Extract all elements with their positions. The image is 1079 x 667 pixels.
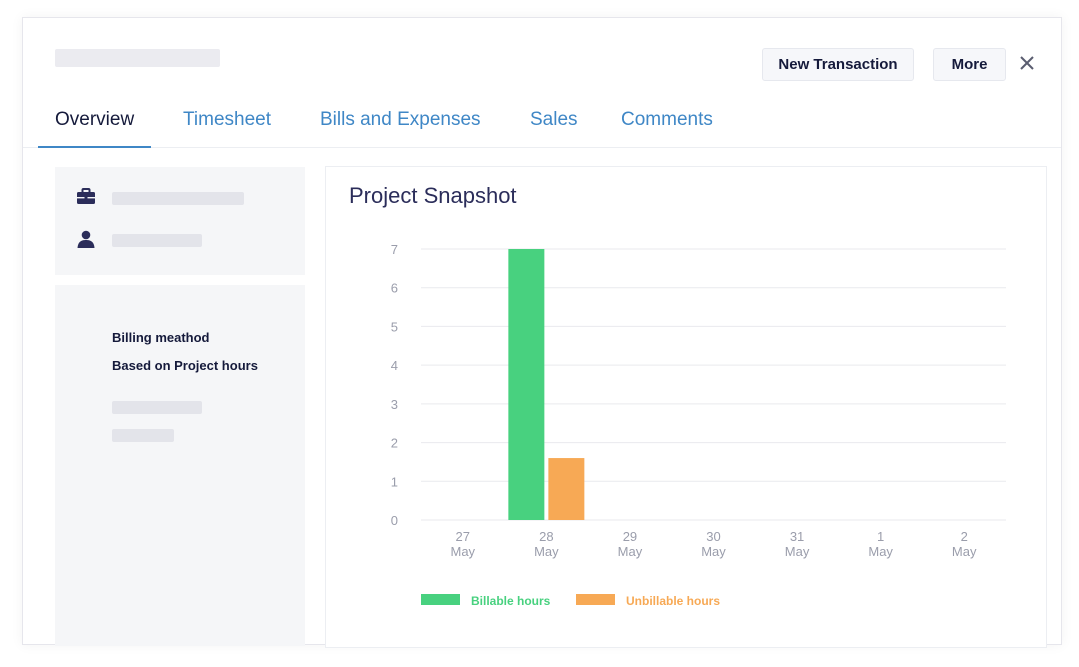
customer-name-placeholder xyxy=(112,192,244,205)
billing-detail-placeholder-2 xyxy=(112,429,174,442)
more-button[interactable]: More xyxy=(933,48,1006,81)
tab-timesheet[interactable]: Timesheet xyxy=(183,109,271,130)
x-tick-label: May xyxy=(785,544,810,559)
x-tick-label: May xyxy=(952,544,977,559)
billing-method-label: Billing meathod xyxy=(112,330,210,345)
legend-swatch-billable xyxy=(421,594,460,605)
project-title-placeholder xyxy=(55,49,220,67)
legend-label-unbillable: Unbillable hours xyxy=(626,594,720,608)
unbillable-bar xyxy=(548,458,585,520)
billing-detail-placeholder xyxy=(112,401,202,414)
legend-swatch-unbillable xyxy=(576,594,615,605)
tab-comments[interactable]: Comments xyxy=(621,109,713,130)
x-tick-label: 29 xyxy=(623,529,637,544)
x-tick-label: 28 xyxy=(539,529,553,544)
x-tick-label: May xyxy=(451,544,476,559)
project-snapshot-panel: Project Snapshot 0 1 2 3 4 5 6 7 27 May 28 May 29 May… xyxy=(325,166,1047,648)
tab-overview[interactable]: Overview xyxy=(38,102,152,148)
y-tick-label: 5 xyxy=(391,319,398,334)
y-tick-label: 6 xyxy=(391,281,398,296)
project-info-box xyxy=(55,167,305,275)
tab-bar: Overview Timesheet Bills and Expenses Sa… xyxy=(23,102,1061,148)
x-tick-label: May xyxy=(868,544,893,559)
briefcase-icon xyxy=(77,188,95,204)
x-tick-label: 2 xyxy=(961,529,968,544)
billing-method-value: Based on Project hours xyxy=(112,358,258,373)
billable-bar xyxy=(508,249,545,520)
snapshot-title: Project Snapshot xyxy=(349,183,517,208)
x-tick-label: 31 xyxy=(790,529,804,544)
project-snapshot-chart: 0123456727May28May29May30May31May1May2Ma… xyxy=(391,242,1006,608)
tab-sales[interactable]: Sales xyxy=(530,109,578,130)
user-icon xyxy=(77,230,95,248)
x-tick-label: May xyxy=(534,544,559,559)
user-name-placeholder xyxy=(112,234,202,247)
new-transaction-button[interactable]: New Transaction xyxy=(762,48,914,81)
x-tick-label: 27 xyxy=(456,529,470,544)
billing-info-box: Billing meathod Based on Project hours xyxy=(55,285,305,646)
close-icon[interactable] xyxy=(1016,52,1038,74)
x-tick-label: May xyxy=(701,544,726,559)
y-tick-label: 1 xyxy=(391,474,398,489)
project-details-panel: New Transaction More Overview Timesheet … xyxy=(22,17,1062,648)
y-tick-label: 7 xyxy=(391,242,398,257)
legend-label-billable: Billable hours xyxy=(471,594,551,608)
x-tick-label: May xyxy=(618,544,643,559)
x-tick-label: 30 xyxy=(706,529,720,544)
y-tick-label: 3 xyxy=(391,397,398,412)
y-tick-label: 2 xyxy=(391,436,398,451)
y-tick-label: 4 xyxy=(391,358,398,373)
x-tick-label: 1 xyxy=(877,529,884,544)
y-tick-label: 0 xyxy=(391,513,398,528)
tab-bills-and-expenses[interactable]: Bills and Expenses xyxy=(320,109,481,130)
